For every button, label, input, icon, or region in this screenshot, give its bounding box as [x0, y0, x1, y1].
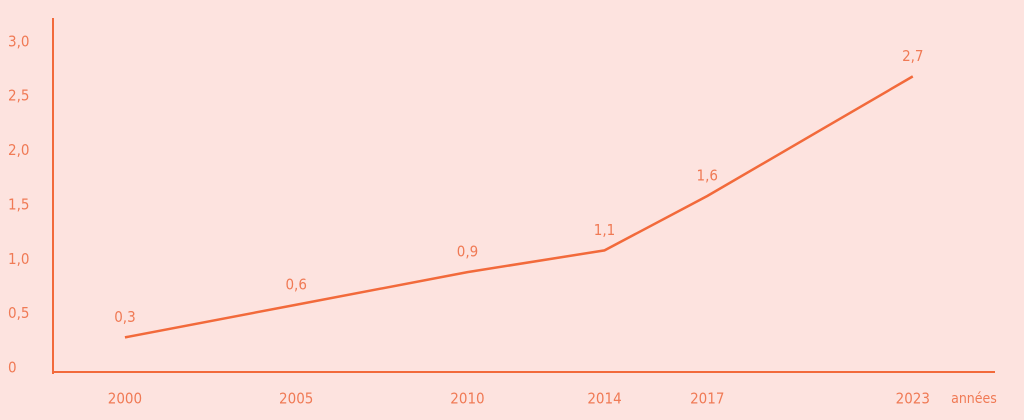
data-label: 0,9 — [457, 243, 478, 261]
y-tick-label: 2,5 — [8, 87, 29, 105]
data-label: 1,1 — [594, 221, 615, 239]
data-label: 0,3 — [114, 308, 135, 326]
x-tick-label: 2000 — [108, 390, 142, 408]
data-label: 0,6 — [285, 275, 306, 293]
x-tick-label: 2017 — [690, 390, 724, 408]
y-tick-label: 3,0 — [8, 32, 29, 50]
y-tick-label: 1,0 — [8, 250, 29, 268]
x-tick-label: 2010 — [450, 390, 484, 408]
y-tick-label: 0 — [8, 359, 17, 377]
x-axis-label: années — [951, 391, 997, 407]
data-label: 2,7 — [902, 47, 923, 65]
x-tick-label: 2014 — [587, 390, 621, 408]
y-tick-label: 2,0 — [8, 141, 29, 159]
line — [124, 75, 914, 339]
x-tick-label: 2023 — [896, 390, 930, 408]
y-tick-label: 1,5 — [8, 195, 29, 213]
y-tick-label: 0,5 — [8, 304, 29, 322]
data-label: 1,6 — [697, 167, 718, 185]
x-tick-label: 2005 — [279, 390, 313, 408]
